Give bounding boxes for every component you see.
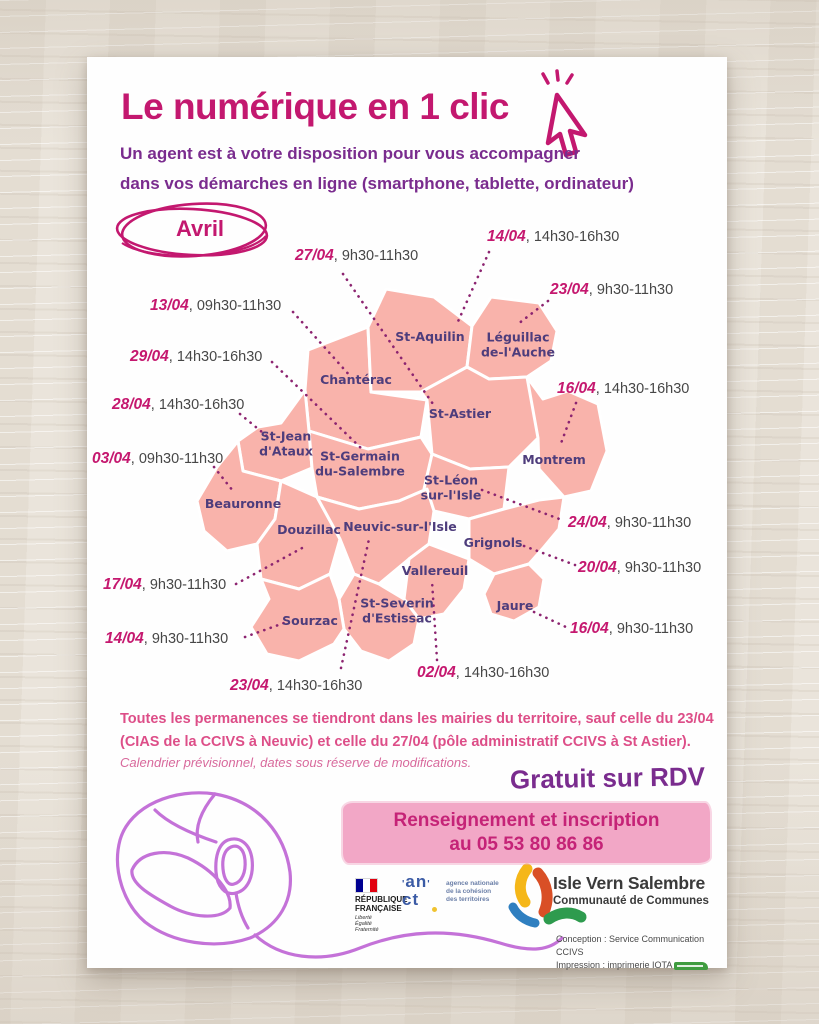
- anct-caption-line-1: agence nationale: [446, 880, 499, 887]
- appointment-st-leon-sur-l-isle: 24/04, 9h30-11h30: [568, 514, 691, 532]
- appointment-time: , 9h30-11h30: [141, 577, 227, 593]
- republique-francaise-logo: RÉPUBLIQUE FRANÇAISE Liberté Égalité Fra…: [355, 878, 408, 933]
- credits-conception: Conception : Service Communication CCIVS: [556, 934, 705, 957]
- appointment-date: 23/04: [550, 281, 589, 298]
- appointment-time: , 14h30-16h30: [168, 349, 263, 365]
- contact-phone: au 05 53 80 86 86: [449, 834, 604, 855]
- appointment-jaure: 16/04, 9h30-11h30: [570, 620, 693, 638]
- page-title: Le numérique en 1 clic: [121, 86, 509, 127]
- appointment-sourzac: 14/04, 9h30-11h30: [105, 630, 228, 648]
- appointment-time: , 14h30-16h30: [150, 397, 245, 413]
- rf-motto-line-3: Fraternité: [355, 927, 379, 933]
- credits: Conception : Service Communication CCIVS…: [556, 933, 731, 972]
- rf-name-line-2: FRANÇAISE: [355, 904, 402, 913]
- french-flag-icon: [355, 878, 378, 893]
- note-line-1: Toutes les permanences se tiendront dans…: [120, 711, 714, 727]
- rf-name-line-1: RÉPUBLIQUE: [355, 895, 408, 904]
- appointment-time: , 9h30-11h30: [143, 631, 229, 647]
- appointment-time: , 14h30-16h30: [525, 229, 620, 245]
- appointment-date: 14/04: [105, 630, 144, 647]
- appointment-grignols: 20/04, 9h30-11h30: [578, 559, 701, 577]
- appointment-leguillac-de-l-auche: 23/04, 9h30-11h30: [550, 281, 673, 299]
- appointment-st-aquilin: 14/04, 14h30-16h30: [487, 228, 619, 246]
- appointment-date: 24/04: [568, 514, 607, 531]
- appointment-date: 28/04: [112, 396, 151, 413]
- appointment-date: 23/04: [230, 677, 269, 694]
- appointment-vallereuil: 02/04, 14h30-16h30: [417, 664, 549, 682]
- appointment-time: , 14h30-16h30: [268, 678, 363, 694]
- ivs-name: Isle Vern Salembre: [553, 873, 706, 893]
- rf-motto-line-2: Égalité: [355, 921, 372, 927]
- contact-banner-line-1: Renseignement et inscription: [393, 810, 660, 831]
- credits-impression: Impression : imprimerie IOTA: [556, 960, 672, 970]
- appointment-time: , 9h30-11h30: [333, 248, 419, 264]
- rf-motto-line-1: Liberté: [355, 915, 372, 921]
- calendar-disclaimer: Calendrier prévisionnel, dates sous rése…: [120, 755, 472, 770]
- free-on-appointment-note: Gratuit sur RDV: [509, 761, 706, 795]
- appointment-date: 16/04: [557, 380, 596, 397]
- appointment-time: , 9h30-11h30: [606, 515, 692, 531]
- anct-caption-line-3: des territoires: [446, 896, 490, 903]
- appointment-time: , 9h30-11h30: [616, 560, 702, 576]
- anct-caption-line-2: de la cohésion: [446, 888, 492, 895]
- appointment-date: 17/04: [103, 576, 142, 593]
- appointment-st-astier: 27/04, 9h30-11h30: [295, 247, 418, 265]
- subtitle-line-1: Un agent est à votre disposition pour vo…: [120, 144, 581, 163]
- imprim-vert-icon: [674, 961, 709, 970]
- ivs-subtitle: Communauté de Communes: [553, 895, 709, 907]
- appointment-st-germain-du-salembre: 29/04, 14h30-16h30: [130, 348, 262, 366]
- appointment-date: 29/04: [130, 348, 169, 365]
- appointment-date: 13/04: [150, 297, 189, 314]
- appointment-time: , 09h30-11h30: [130, 451, 224, 467]
- appointment-time: , 14h30-16h30: [595, 381, 690, 397]
- anct-acronym-line-1: an: [405, 872, 428, 891]
- contact-banner: Renseignement et inscription au 05 53 80…: [343, 803, 710, 863]
- appointment-time: , 9h30-11h30: [588, 282, 674, 298]
- appointment-beauronne: 03/04, 09h30-11h30: [92, 450, 223, 468]
- anct-dot-icon: [432, 907, 437, 912]
- appointment-montrem: 16/04, 14h30-16h30: [557, 380, 689, 398]
- appointment-time: , 09h30-11h30: [188, 298, 282, 314]
- permanences-note: Toutes les permanences se tiendront dans…: [120, 708, 725, 754]
- appointment-date: 02/04: [417, 664, 456, 681]
- note-line-2: (CIAS de la CCIVS à Neuvic) et celle du …: [120, 734, 691, 750]
- appointment-date: 14/04: [487, 228, 526, 245]
- subtitle-line-2: dans vos démarches en ligne (smartphone,…: [120, 174, 634, 193]
- anct-acronym-line-2: ct: [402, 890, 420, 909]
- appointment-chanterac: 13/04, 09h30-11h30: [150, 297, 281, 315]
- appointment-date: 27/04: [295, 247, 334, 264]
- appointment-st-jean-d-ataux: 28/04, 14h30-16h30: [112, 396, 244, 414]
- appointment-date: 20/04: [578, 559, 617, 576]
- month-badge: Avril: [175, 216, 225, 241]
- appointment-time: , 14h30-16h30: [455, 665, 550, 681]
- ivs-logo-text: Isle Vern Salembre Communauté de Commune…: [553, 873, 733, 907]
- appointment-date: 16/04: [570, 620, 609, 637]
- appointment-neuvic-sur-l-isle: 23/04, 14h30-16h30: [230, 677, 362, 695]
- appointment-douzillac: 17/04, 9h30-11h30: [103, 576, 226, 594]
- appointment-time: , 9h30-11h30: [608, 621, 694, 637]
- appointment-date: 03/04: [92, 450, 131, 467]
- poster-subtitle: Un agent est à votre disposition pour vo…: [120, 139, 720, 199]
- anct-logo: 'an' ct agence nationale de la cohésion …: [402, 872, 502, 912]
